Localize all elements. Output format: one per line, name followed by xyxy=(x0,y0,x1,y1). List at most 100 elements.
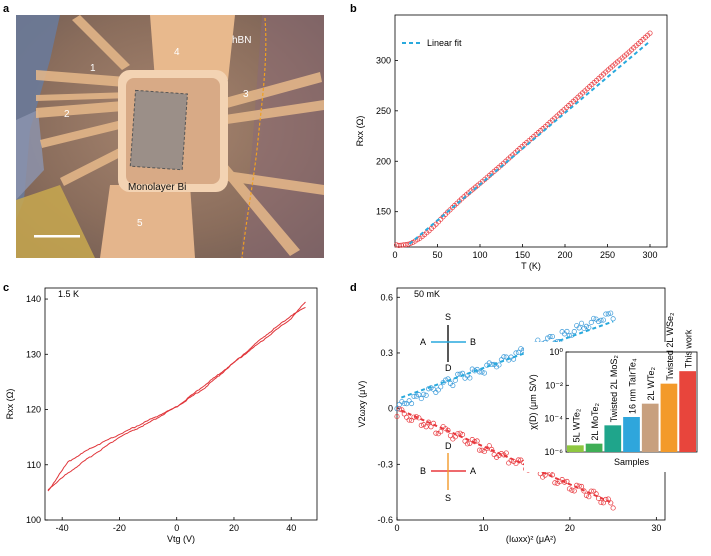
data-point xyxy=(496,362,502,368)
data-point xyxy=(450,383,456,389)
x-tick-label: 200 xyxy=(557,250,572,260)
data-point xyxy=(401,400,407,407)
data-point xyxy=(513,460,519,467)
fit-line xyxy=(408,40,651,245)
inset-bar-label: Twisted 2L WSe₂ xyxy=(665,312,675,381)
geometry-schematic-bottom: D B A S xyxy=(420,441,476,503)
data-point xyxy=(477,369,483,375)
data-point xyxy=(586,494,592,500)
data-point xyxy=(583,492,589,498)
y-tick-label: -0.6 xyxy=(377,515,393,525)
data-point xyxy=(426,386,432,392)
x-tick-label: 0 xyxy=(392,250,397,260)
x-axis-label: T (K) xyxy=(521,261,541,271)
y-tick-label: 250 xyxy=(376,106,391,116)
data-point xyxy=(562,479,568,485)
data-point xyxy=(467,375,473,381)
geom-top-top: S xyxy=(445,312,451,322)
panel-d-inset-chart: 10⁻⁶ 10⁻⁴ 10⁻² 10⁰ 5L WTe₂ 2L MoTe₂ Twisted 2L… xyxy=(524,312,705,472)
y-tick-label: 200 xyxy=(376,156,391,166)
data-point xyxy=(647,30,653,36)
hbn-label: hBN xyxy=(232,35,251,46)
data-point xyxy=(600,317,606,323)
data-point xyxy=(477,447,483,453)
data-point xyxy=(399,407,405,413)
data-point xyxy=(394,406,400,412)
fit-line xyxy=(400,409,614,505)
data-point xyxy=(479,447,485,453)
data-point xyxy=(418,422,424,428)
data-point xyxy=(430,386,436,392)
inset-bar xyxy=(660,383,678,452)
data-point xyxy=(503,450,509,456)
y-tick-label: 100 xyxy=(26,515,41,525)
data-point xyxy=(409,417,415,423)
geom-bot-left: B xyxy=(420,466,426,476)
electrode-label-3: 3 xyxy=(243,89,249,100)
panel-c-chart: -40 -20 0 20 40 100 110 120 130 140 Vtg (V) Rxx (Ω) xyxy=(5,287,318,544)
data-point xyxy=(406,398,412,404)
inset-x-label: Samples xyxy=(614,457,650,467)
geom-bot-top: D xyxy=(445,441,452,451)
x-tick-label: -20 xyxy=(113,523,126,533)
data-point xyxy=(426,419,432,425)
y-tick-label: 130 xyxy=(26,349,41,359)
data-point xyxy=(608,310,614,316)
panel-d-label: d xyxy=(350,282,357,294)
inset-bar-label: 2L WTe₂ xyxy=(646,366,656,400)
data-point xyxy=(396,401,402,408)
data-point xyxy=(433,389,439,395)
data-point xyxy=(566,486,572,492)
panel-c-label: c xyxy=(3,282,9,294)
inset-bar-label: This work xyxy=(684,329,694,368)
data-point xyxy=(423,424,429,430)
x-tick-label: 50 xyxy=(432,250,442,260)
y-tick-label: -0.3 xyxy=(377,459,393,469)
y-axis-label: V2ωxy (μV) xyxy=(357,381,367,428)
data-point xyxy=(564,328,570,334)
data-point xyxy=(481,370,487,376)
data-point xyxy=(547,334,553,340)
inset-bar xyxy=(641,403,659,452)
x-tick-label: 150 xyxy=(515,250,530,260)
device-micrograph xyxy=(16,15,324,258)
inset-bar-label: Twisted 2L MoS₂ xyxy=(609,355,619,423)
data-point xyxy=(394,413,400,420)
x-tick-label: 100 xyxy=(472,250,487,260)
data-point xyxy=(583,323,589,329)
inset-y-tick-label: 10⁰ xyxy=(549,347,563,357)
data-point xyxy=(433,430,439,436)
data-point xyxy=(396,406,402,412)
electrode-label-1: 1 xyxy=(90,63,96,74)
panel-d-temperature: 50 mK xyxy=(414,289,440,299)
inset-bar xyxy=(567,445,584,452)
y-tick-label: 150 xyxy=(376,207,391,217)
y-tick-label: 0.6 xyxy=(380,292,393,302)
data-point xyxy=(506,460,512,466)
data-point xyxy=(591,315,597,321)
data-point xyxy=(515,349,521,355)
electrode-label-5: 5 xyxy=(137,218,143,229)
data-point xyxy=(608,500,614,506)
geom-bot-bottom: S xyxy=(445,493,451,503)
inset-bar xyxy=(604,425,622,452)
fit-line xyxy=(400,320,614,399)
sweep-line xyxy=(47,301,306,491)
y-tick-label: 0.3 xyxy=(380,348,393,358)
data-point xyxy=(501,354,507,360)
y-axis-label: Rxx (Ω) xyxy=(355,116,365,147)
data-point xyxy=(467,440,473,446)
inset-y-tick-label: 10⁻⁶ xyxy=(545,447,564,457)
geom-bot-right: A xyxy=(470,466,476,476)
data-point xyxy=(610,316,616,322)
x-tick-label: 10 xyxy=(478,523,488,533)
data-point xyxy=(404,414,410,420)
panel-b-label: b xyxy=(350,3,357,15)
data-point xyxy=(598,317,604,323)
data-point xyxy=(596,318,602,325)
y-tick-label: 300 xyxy=(376,55,391,65)
inset-bar-label: 2L MoTe₂ xyxy=(590,402,600,440)
y-tick-label: 120 xyxy=(26,405,41,415)
data-point xyxy=(549,333,555,340)
